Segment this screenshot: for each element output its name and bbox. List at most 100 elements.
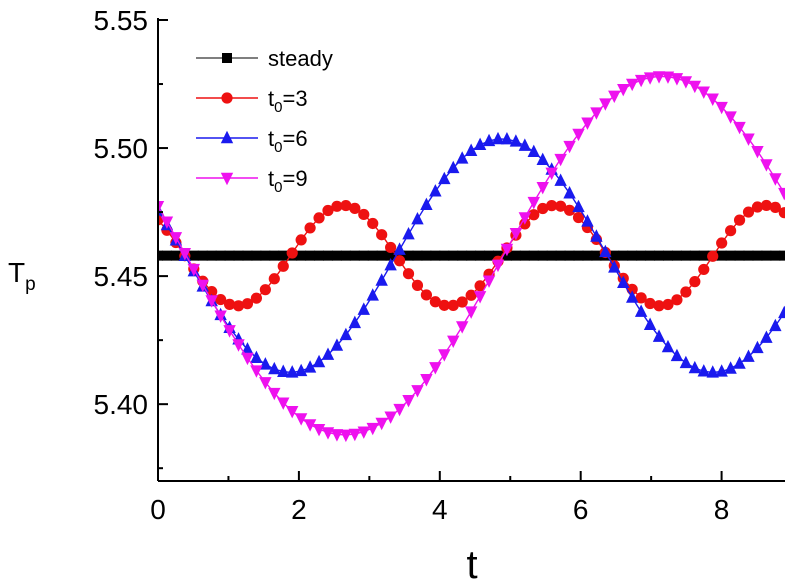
y-tick-label: 5.40 [94, 389, 149, 420]
data-point-t0-9 [760, 159, 772, 171]
data-point-t0-9 [465, 306, 477, 318]
data-point-t0-3 [278, 261, 289, 272]
legend-label-subscript: 0 [274, 139, 282, 156]
data-point-t0-3 [358, 209, 369, 220]
data-point-steady [368, 251, 378, 261]
legend-item-steady: steady [196, 46, 333, 71]
data-point-t0-9 [778, 188, 785, 200]
legend-marker-t0-3 [221, 92, 232, 103]
legend-item-t0-3: t0=3 [196, 86, 308, 116]
data-point-steady [618, 251, 628, 261]
data-point-steady [520, 251, 530, 261]
data-point-steady [645, 251, 655, 261]
data-point-steady [448, 251, 458, 261]
data-point-t0-9 [286, 406, 298, 418]
data-point-t0-3 [376, 229, 387, 240]
data-point-steady [457, 251, 467, 261]
legend-label-t0-3: t0=3 [268, 86, 308, 116]
data-point-t0-6 [590, 229, 602, 241]
data-point-t0-3 [287, 247, 298, 258]
legend: steady t0=3 t0=6 t0=9 [196, 46, 333, 196]
data-point-steady [726, 251, 736, 261]
data-point-steady [305, 251, 315, 261]
data-point-t0-3 [305, 222, 316, 233]
x-tick-label: 8 [714, 494, 730, 525]
data-point-t0-6 [778, 306, 785, 318]
data-point-steady [269, 251, 279, 261]
data-point-steady [234, 251, 244, 261]
data-point-steady [484, 251, 494, 261]
series-layer [152, 71, 785, 442]
x-tick-label: 6 [573, 494, 589, 525]
legend-label-t0-9: t0=9 [268, 166, 308, 196]
data-point-t0-3 [296, 234, 307, 245]
legend-label-steady: steady [268, 46, 333, 71]
data-point-t0-3 [367, 218, 378, 229]
data-point-t0-9 [698, 86, 710, 98]
data-point-steady [242, 251, 252, 261]
legend-label-subscript: 0 [274, 179, 282, 196]
data-point-steady [779, 251, 785, 261]
data-point-steady [744, 251, 754, 261]
data-point-steady [350, 251, 360, 261]
y-tick-label: 5.55 [94, 5, 149, 36]
legend-label-main: steady [268, 46, 333, 71]
data-point-t0-6 [367, 288, 379, 300]
data-point-t0-3 [421, 289, 432, 300]
x-tick-label: 4 [432, 494, 448, 525]
data-point-t0-3 [680, 286, 691, 297]
data-point-t0-3 [313, 212, 324, 223]
data-point-t0-3 [734, 215, 745, 226]
legend-marker-t0-9 [221, 173, 233, 185]
legend-label-t0-6: t0=6 [268, 126, 308, 156]
data-point-steady [582, 251, 592, 261]
data-point-t0-9 [456, 321, 468, 333]
data-point-t0-9 [384, 411, 396, 423]
data-point-steady [538, 251, 548, 261]
data-point-t0-9 [537, 182, 549, 194]
legend-marker-steady [222, 53, 232, 63]
data-point-t0-6 [680, 356, 692, 368]
legend-item-t0-6: t0=6 [196, 126, 308, 156]
data-point-t0-3 [689, 276, 700, 287]
data-point-t0-6 [411, 212, 423, 224]
data-point-steady [225, 251, 235, 261]
data-point-steady [511, 251, 521, 261]
data-point-t0-6 [733, 356, 745, 368]
data-point-steady [770, 251, 780, 261]
x-tick-label: 0 [150, 494, 166, 525]
data-point-steady [556, 251, 566, 261]
data-point-t0-3 [251, 293, 262, 304]
legend-label-tail: =3 [282, 86, 307, 111]
data-point-steady [475, 251, 485, 261]
data-point-steady [260, 251, 270, 261]
data-point-steady [547, 251, 557, 261]
y-axis-label: Tp [8, 257, 36, 295]
data-point-steady [627, 251, 637, 261]
legend-item-t0-9: t0=9 [196, 166, 308, 196]
data-point-steady [323, 251, 333, 261]
data-point-steady [412, 251, 422, 261]
data-point-steady [672, 251, 682, 261]
data-point-t0-3 [671, 294, 682, 305]
data-point-t0-3 [403, 268, 414, 279]
data-point-steady [314, 251, 324, 261]
data-point-t0-3 [412, 280, 423, 291]
data-point-steady [654, 251, 664, 261]
data-point-steady [439, 251, 449, 261]
data-point-steady [251, 251, 261, 261]
data-point-steady [761, 251, 771, 261]
data-point-steady [359, 251, 369, 261]
legend-label-tail: =6 [282, 126, 307, 151]
data-point-t0-3 [707, 251, 718, 262]
data-point-steady [216, 251, 226, 261]
data-point-steady [681, 251, 691, 261]
data-point-steady [430, 251, 440, 261]
data-point-steady [690, 251, 700, 261]
data-point-steady [377, 251, 387, 261]
data-point-t0-6 [358, 302, 370, 314]
data-point-t0-3 [260, 284, 271, 295]
data-point-steady [529, 251, 539, 261]
